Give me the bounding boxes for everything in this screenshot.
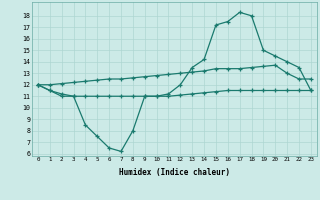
X-axis label: Humidex (Indice chaleur): Humidex (Indice chaleur) — [119, 168, 230, 177]
